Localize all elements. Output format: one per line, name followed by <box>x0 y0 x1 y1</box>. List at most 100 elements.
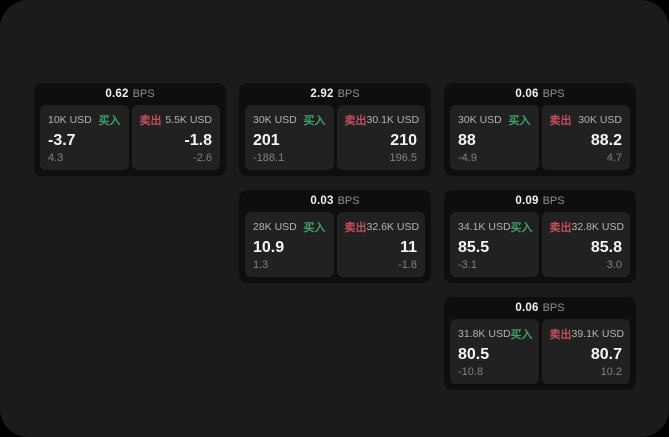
sell-price: 11 <box>400 239 417 256</box>
quote-card: 0.06 BPS 30K USD 买入 88 -4.9 卖出 30K USD 8… <box>444 83 636 176</box>
sell-change: 196.5 <box>389 152 417 164</box>
quote-card: 0.06 BPS 31.8K USD 买入 80.5 -10.8 卖出 39.1… <box>444 297 636 390</box>
buy-panel-top: 28K USD 买入 <box>253 219 326 235</box>
sell-change: 4.7 <box>606 152 622 164</box>
sell-price: 88.2 <box>590 132 622 149</box>
buy-quote-panel[interactable]: 30K USD 买入 88 -4.9 <box>450 105 539 170</box>
buy-change: 1.3 <box>253 259 269 271</box>
sell-change: 10.2 <box>600 366 622 378</box>
sell-change: -1.8 <box>398 259 417 271</box>
quote-card: 0.62 BPS 10K USD 买入 -3.7 4.3 卖出 5.5K USD… <box>34 83 226 176</box>
sell-quote-panel[interactable]: 卖出 32.6K USD 11 -1.8 <box>336 212 425 277</box>
buy-price: 201 <box>253 132 280 149</box>
buy-amount: 34.1K USD <box>458 221 511 233</box>
quote-card-body: 34.1K USD 买入 85.5 -3.1 卖出 32.8K USD 85.8… <box>444 212 636 283</box>
buy-amount: 28K USD <box>253 221 297 233</box>
buy-price: 88 <box>458 132 476 149</box>
buy-quote-panel[interactable]: 34.1K USD 买入 85.5 -3.1 <box>450 212 539 277</box>
sell-price: 210 <box>390 132 417 149</box>
quote-card: 0.03 BPS 28K USD 买入 10.9 1.3 卖出 32.6K US… <box>239 190 431 283</box>
bps-unit: BPS <box>542 302 565 314</box>
buy-panel-top: 30K USD 买入 <box>458 112 531 128</box>
spread-value: 0.06 <box>515 302 539 314</box>
sell-side-tag: 卖出 <box>344 115 367 127</box>
sell-panel-top: 卖出 32.6K USD <box>344 219 420 235</box>
buy-quote-panel[interactable]: 10K USD 买入 -3.7 4.3 <box>40 105 129 170</box>
buy-price: -3.7 <box>48 132 76 149</box>
sell-side-tag: 卖出 <box>344 222 367 234</box>
spread-value: 0.62 <box>105 88 129 100</box>
sell-panel-top: 卖出 30.1K USD <box>344 112 420 128</box>
sell-quote-panel[interactable]: 卖出 32.8K USD 85.8 3.0 <box>541 212 630 277</box>
buy-panel-top: 31.8K USD 买入 <box>458 326 533 342</box>
sell-side-tag: 卖出 <box>139 115 162 127</box>
buy-amount: 31.8K USD <box>458 328 511 340</box>
spread-value: 0.03 <box>310 195 334 207</box>
sell-amount: 32.8K USD <box>571 221 625 233</box>
buy-change: 4.3 <box>48 152 64 164</box>
buy-panel-top: 30K USD 买入 <box>253 112 326 128</box>
buy-amount: 30K USD <box>458 114 502 126</box>
quote-card-body: 30K USD 买入 88 -4.9 卖出 30K USD 88.2 4.7 <box>444 105 636 176</box>
sell-panel-top: 卖出 5.5K USD <box>140 112 213 128</box>
spread-header: 0.06 BPS <box>444 83 636 105</box>
spread-header: 0.62 BPS <box>34 83 226 105</box>
sell-amount: 30K USD <box>578 114 622 126</box>
sell-panel-top: 卖出 32.8K USD <box>549 219 625 235</box>
buy-change: -3.1 <box>458 259 477 271</box>
spread-value: 0.09 <box>515 195 539 207</box>
bps-unit: BPS <box>337 195 360 207</box>
sell-amount: 32.6K USD <box>366 221 420 233</box>
buy-quote-panel[interactable]: 28K USD 买入 10.9 1.3 <box>245 212 334 277</box>
spread-header: 0.09 BPS <box>444 190 636 212</box>
sell-panel-top: 卖出 39.1K USD <box>549 326 625 342</box>
quote-card: 2.92 BPS 30K USD 买入 201 -188.1 卖出 30.1K … <box>239 83 431 176</box>
buy-side-tag: 买入 <box>510 222 533 234</box>
sell-quote-panel[interactable]: 卖出 30.1K USD 210 196.5 <box>336 105 425 170</box>
sell-price: -1.8 <box>184 132 212 149</box>
buy-price: 85.5 <box>458 239 490 256</box>
spread-value: 2.92 <box>310 88 334 100</box>
quote-card-body: 31.8K USD 买入 80.5 -10.8 卖出 39.1K USD 80.… <box>444 319 636 390</box>
sell-quote-panel[interactable]: 卖出 30K USD 88.2 4.7 <box>541 105 630 170</box>
sell-amount: 39.1K USD <box>571 328 625 340</box>
buy-quote-panel[interactable]: 31.8K USD 买入 80.5 -10.8 <box>450 319 539 384</box>
buy-change: -4.9 <box>458 152 477 164</box>
sell-change: 3.0 <box>606 259 622 271</box>
quote-card-body: 28K USD 买入 10.9 1.3 卖出 32.6K USD 11 -1.8 <box>239 212 431 283</box>
quote-card-body: 10K USD 买入 -3.7 4.3 卖出 5.5K USD -1.8 -2.… <box>34 105 226 176</box>
quote-card: 0.09 BPS 34.1K USD 买入 85.5 -3.1 卖出 32.8K… <box>444 190 636 283</box>
sell-amount: 30.1K USD <box>366 114 420 126</box>
bps-unit: BPS <box>132 88 155 100</box>
sell-side-tag: 卖出 <box>549 329 572 341</box>
spread-header: 0.03 BPS <box>239 190 431 212</box>
sell-price: 80.7 <box>590 346 622 363</box>
sell-change: -2.6 <box>193 152 212 164</box>
buy-side-tag: 买入 <box>303 115 326 127</box>
sell-side-tag: 卖出 <box>549 222 572 234</box>
bps-unit: BPS <box>542 195 565 207</box>
buy-change: -10.8 <box>458 366 484 378</box>
buy-side-tag: 买入 <box>303 222 326 234</box>
spread-value: 0.06 <box>515 88 539 100</box>
buy-price: 80.5 <box>458 346 490 363</box>
buy-amount: 30K USD <box>253 114 297 126</box>
spread-header: 0.06 BPS <box>444 297 636 319</box>
sell-quote-panel[interactable]: 卖出 39.1K USD 80.7 10.2 <box>541 319 630 384</box>
sell-side-tag: 卖出 <box>549 115 572 127</box>
sell-quote-panel[interactable]: 卖出 5.5K USD -1.8 -2.6 <box>131 105 220 170</box>
buy-amount: 10K USD <box>48 114 92 126</box>
spread-header: 2.92 BPS <box>239 83 431 105</box>
sell-price: 85.8 <box>590 239 622 256</box>
buy-side-tag: 买入 <box>98 115 121 127</box>
bps-unit: BPS <box>542 88 565 100</box>
bps-unit: BPS <box>337 88 360 100</box>
buy-price: 10.9 <box>253 239 285 256</box>
buy-panel-top: 10K USD 买入 <box>48 112 121 128</box>
buy-side-tag: 买入 <box>510 329 533 341</box>
buy-side-tag: 买入 <box>508 115 531 127</box>
buy-quote-panel[interactable]: 30K USD 买入 201 -188.1 <box>245 105 334 170</box>
sell-amount: 5.5K USD <box>165 114 212 126</box>
buy-change: -188.1 <box>253 152 285 164</box>
